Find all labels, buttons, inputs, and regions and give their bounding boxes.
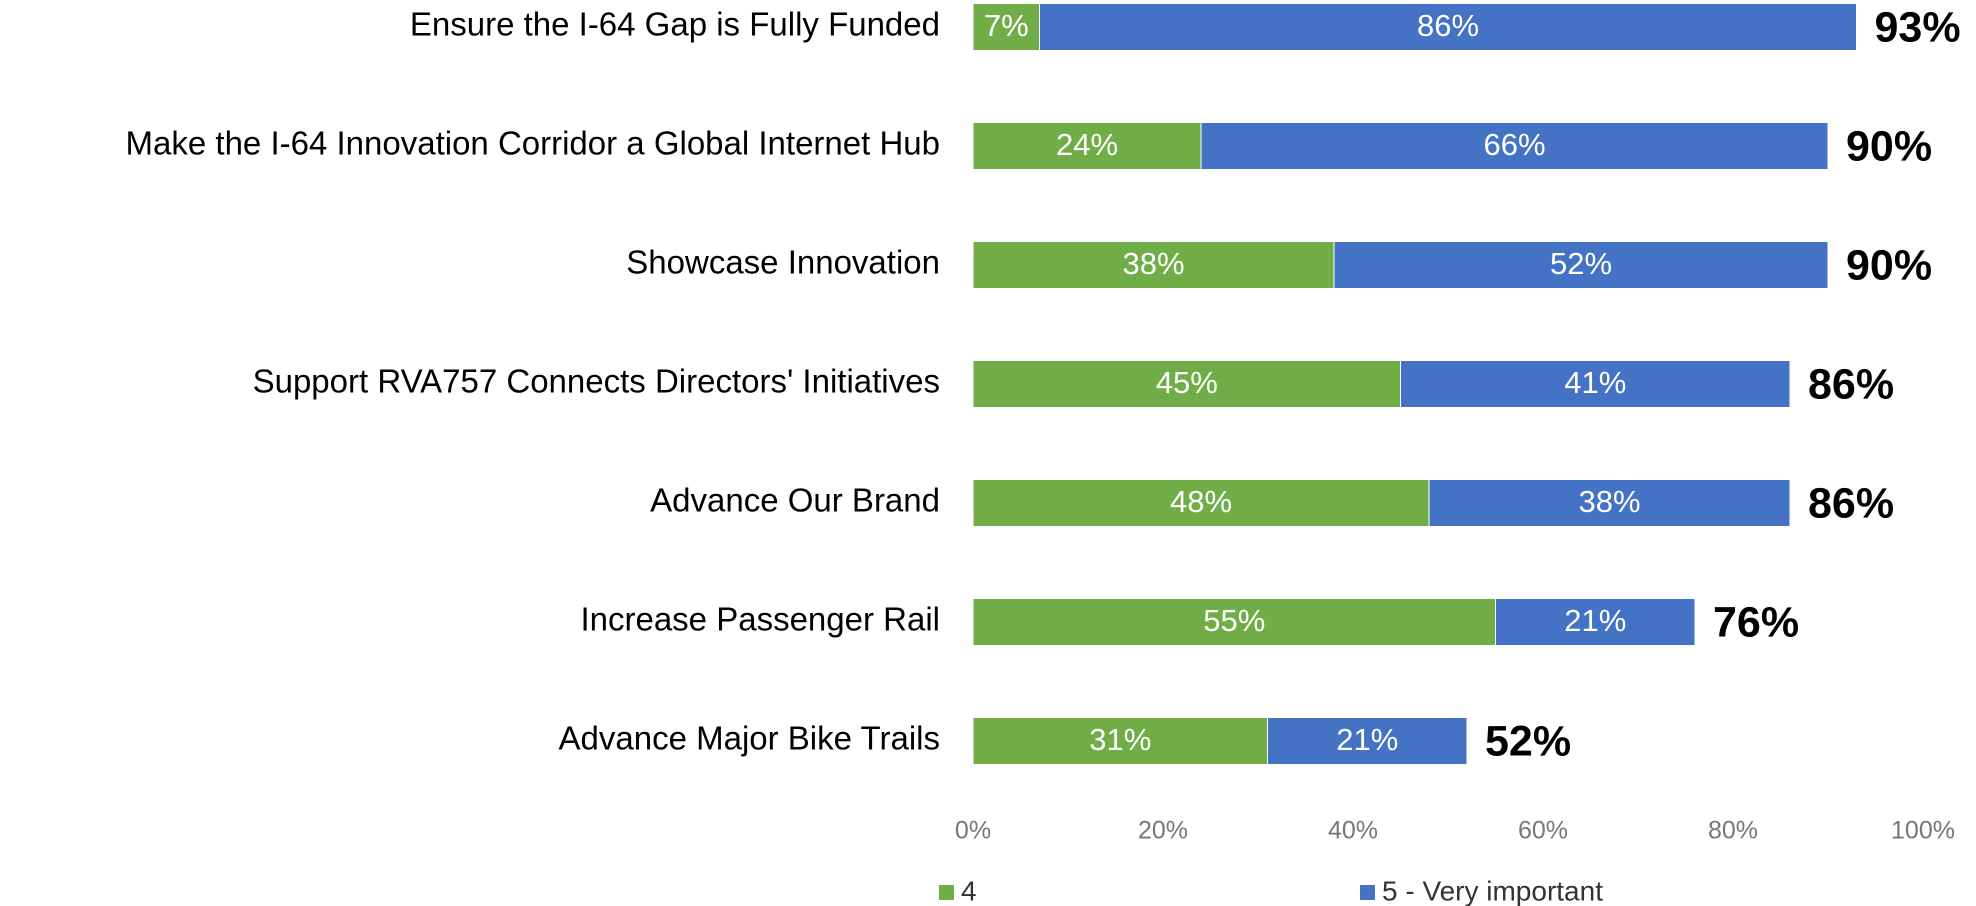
segment-label: 31% xyxy=(1089,722,1151,757)
bar-segment xyxy=(972,3,1040,51)
category-label: Increase Passenger Rail xyxy=(580,601,940,638)
segment-label: 41% xyxy=(1564,365,1626,400)
segment-label: 38% xyxy=(1578,484,1640,519)
x-tick-label: 40% xyxy=(1328,817,1378,845)
segment-label: 38% xyxy=(1122,246,1184,281)
x-tick-label: 0% xyxy=(955,817,991,845)
segment-label: 21% xyxy=(1564,603,1626,638)
category-label: Advance Our Brand xyxy=(650,482,940,519)
category-label: Make the I-64 Innovation Corridor a Glob… xyxy=(126,125,940,162)
legend-label: 5 - Very important xyxy=(1382,875,1603,906)
segment-label: 7% xyxy=(984,8,1029,43)
x-tick-label: 60% xyxy=(1518,817,1568,845)
total-label: 76% xyxy=(1713,598,1799,646)
x-tick-label: 80% xyxy=(1708,817,1758,845)
total-label: 90% xyxy=(1846,241,1932,289)
total-label: 93% xyxy=(1875,3,1961,51)
segment-label: 86% xyxy=(1417,8,1479,43)
total-label: 86% xyxy=(1808,479,1894,527)
x-tick-label: 100% xyxy=(1891,817,1955,845)
total-label: 52% xyxy=(1485,717,1571,765)
bar-segment xyxy=(1495,598,1696,646)
bar-segment xyxy=(972,360,1401,408)
segment-label: 21% xyxy=(1336,722,1398,757)
segment-label: 45% xyxy=(1156,365,1218,400)
segment-label: 24% xyxy=(1056,127,1118,162)
bar-segment xyxy=(1039,3,1857,51)
bar-segment xyxy=(972,241,1335,289)
segment-label: 52% xyxy=(1550,246,1612,281)
bar-segment xyxy=(972,717,1268,765)
category-label: Showcase Innovation xyxy=(626,244,940,281)
total-label: 86% xyxy=(1808,360,1894,408)
bar-segment xyxy=(972,479,1430,527)
bar-segment xyxy=(1267,717,1468,765)
segment-label: 55% xyxy=(1203,603,1265,638)
bar-segment xyxy=(1200,122,1829,170)
bar-segment xyxy=(1428,479,1791,527)
category-label: Ensure the I-64 Gap is Fully Funded xyxy=(410,6,940,43)
bar-segment xyxy=(1400,360,1791,408)
x-tick-label: 20% xyxy=(1138,817,1188,845)
category-label: Support RVA757 Connects Directors' Initi… xyxy=(253,363,940,400)
legend-swatch xyxy=(939,885,954,900)
total-label: 90% xyxy=(1846,122,1932,170)
segment-label: 66% xyxy=(1483,127,1545,162)
category-label: Advance Major Bike Trails xyxy=(559,720,940,757)
bar-segment xyxy=(972,122,1202,170)
segment-label: 48% xyxy=(1170,484,1232,519)
bar-segment xyxy=(1333,241,1829,289)
legend-swatch xyxy=(1360,885,1375,900)
legend-label: 4 xyxy=(961,875,977,906)
